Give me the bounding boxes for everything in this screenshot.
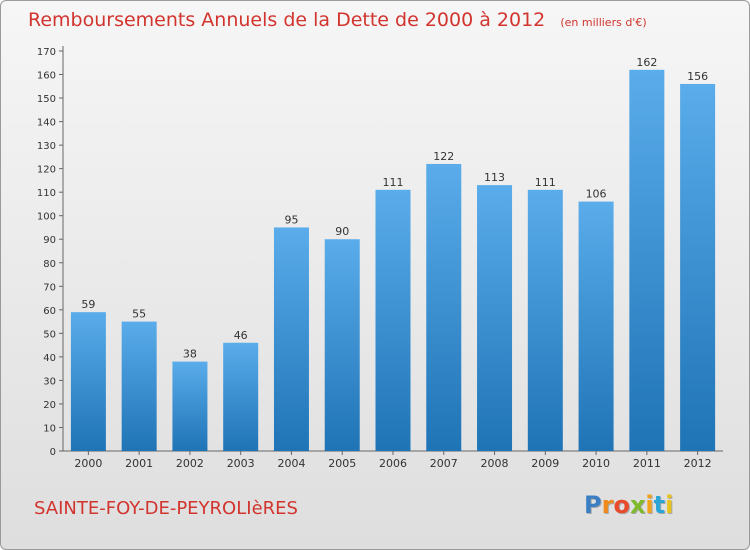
y-tick-label: 10 bbox=[43, 423, 56, 434]
x-tick-label: 2003 bbox=[227, 457, 255, 470]
chart-unit: (en milliers d'€) bbox=[560, 16, 647, 29]
bar-value-label: 122 bbox=[433, 150, 454, 163]
x-tick-label: 2007 bbox=[430, 457, 458, 470]
x-tick-label: 2006 bbox=[379, 457, 407, 470]
logo-letter: x bbox=[629, 491, 646, 519]
x-tick-label: 2001 bbox=[125, 457, 153, 470]
commune-name: SAINTE-FOY-DE-PEYROLIèRES bbox=[34, 498, 298, 519]
bar bbox=[70, 312, 106, 451]
y-tick-label: 80 bbox=[43, 259, 56, 270]
bar-value-label: 113 bbox=[484, 171, 505, 184]
bar bbox=[578, 201, 614, 451]
bar-value-label: 90 bbox=[335, 225, 349, 238]
x-tick-label: 2011 bbox=[633, 457, 661, 470]
logo-letter: i bbox=[645, 491, 654, 519]
y-tick-label: 30 bbox=[43, 376, 56, 387]
x-tick-label: 2002 bbox=[176, 457, 204, 470]
logo-letter: o bbox=[613, 491, 630, 519]
bar bbox=[477, 185, 513, 451]
y-tick-label: 110 bbox=[37, 188, 56, 199]
x-tick-label: 2012 bbox=[684, 457, 712, 470]
x-tick-label: 2008 bbox=[481, 457, 509, 470]
bar bbox=[172, 361, 208, 451]
x-tick-label: 2004 bbox=[277, 457, 305, 470]
y-tick-label: 160 bbox=[37, 71, 56, 82]
y-tick-label: 150 bbox=[37, 94, 56, 105]
bar-value-label: 55 bbox=[132, 308, 146, 321]
y-tick-label: 0 bbox=[50, 447, 56, 458]
proxiti-logo: Proxiti bbox=[584, 491, 673, 519]
bar-value-label: 59 bbox=[81, 298, 95, 311]
y-tick-label: 140 bbox=[37, 118, 56, 129]
chart-title: Remboursements Annuels de la Dette de 20… bbox=[28, 9, 546, 31]
bar bbox=[426, 163, 462, 452]
y-tick-label: 120 bbox=[37, 165, 56, 176]
y-tick-label: 70 bbox=[43, 282, 56, 293]
y-tick-label: 100 bbox=[37, 212, 56, 223]
logo-letter: t bbox=[653, 491, 666, 519]
y-tick-label: 130 bbox=[37, 141, 56, 152]
y-tick-label: 90 bbox=[43, 235, 56, 246]
bar bbox=[121, 321, 157, 451]
y-tick-label: 40 bbox=[43, 353, 56, 364]
bar bbox=[680, 83, 716, 452]
y-tick-label: 60 bbox=[43, 306, 56, 317]
x-tick-label: 2010 bbox=[582, 457, 610, 470]
bar bbox=[273, 227, 309, 451]
bar-value-label: 95 bbox=[284, 213, 298, 226]
bar-value-label: 38 bbox=[183, 348, 197, 361]
y-tick-label: 50 bbox=[43, 329, 56, 340]
bar bbox=[629, 69, 665, 451]
bar bbox=[375, 189, 411, 451]
y-tick-label: 20 bbox=[43, 400, 56, 411]
logo-letter: r bbox=[601, 491, 614, 519]
bar bbox=[527, 189, 563, 451]
bar-value-label: 111 bbox=[383, 176, 404, 189]
bar-value-label: 162 bbox=[636, 56, 657, 69]
logo-letter: i bbox=[665, 491, 674, 519]
bar bbox=[223, 342, 259, 451]
bar-value-label: 111 bbox=[535, 176, 556, 189]
x-tick-label: 2005 bbox=[328, 457, 356, 470]
chart-header: Remboursements Annuels de la Dette de 20… bbox=[28, 9, 647, 31]
x-tick-label: 2009 bbox=[531, 457, 559, 470]
bar-value-label: 156 bbox=[687, 70, 708, 83]
bar-value-label: 46 bbox=[234, 329, 248, 342]
y-tick-label: 170 bbox=[37, 47, 56, 58]
bar-value-label: 106 bbox=[586, 188, 607, 201]
logo-letter: P bbox=[584, 491, 602, 519]
x-tick-label: 2000 bbox=[74, 457, 102, 470]
bar bbox=[324, 239, 360, 451]
